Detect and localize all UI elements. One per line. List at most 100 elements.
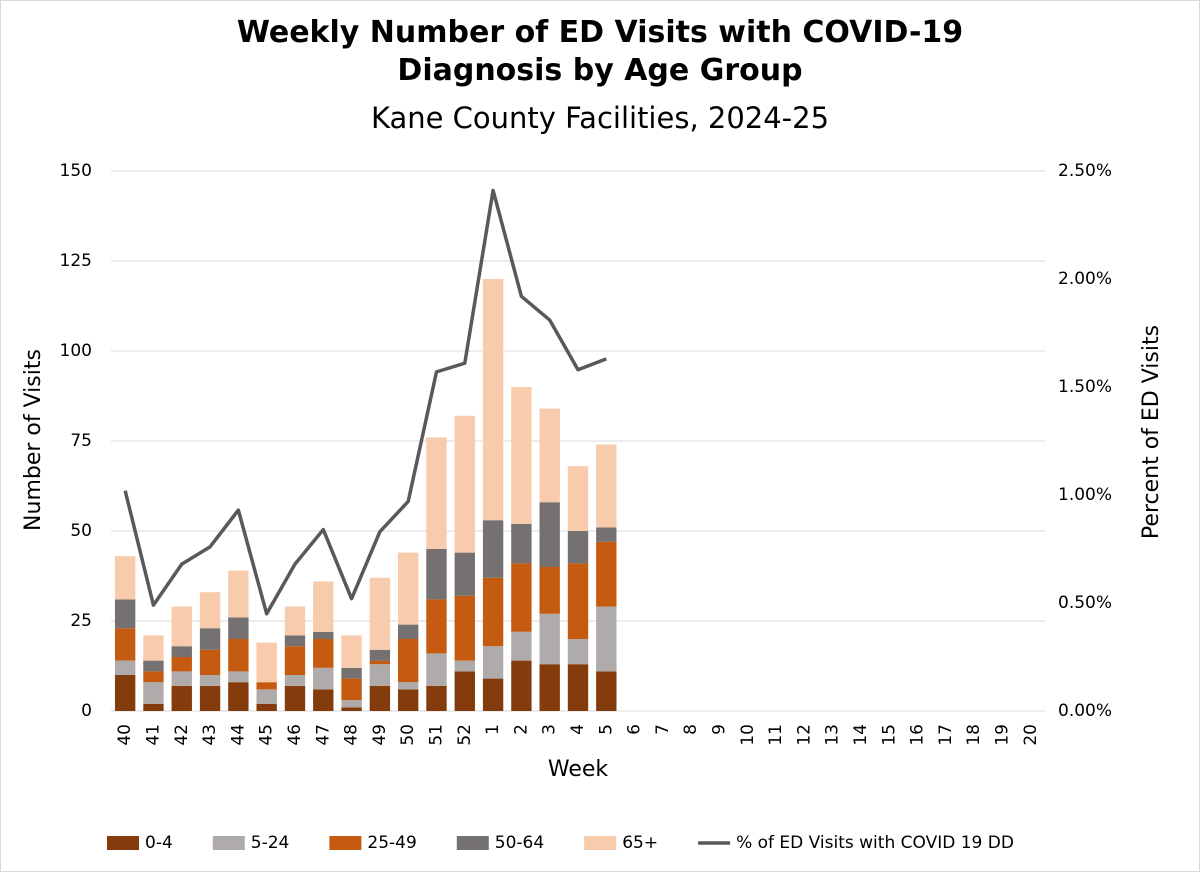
x-tick-label: 44 <box>228 724 248 746</box>
bar <box>482 678 504 711</box>
x-tick-label: 43 <box>200 724 220 746</box>
line-series <box>123 188 607 616</box>
bar <box>143 671 164 683</box>
bar <box>143 703 164 711</box>
bar <box>397 682 419 690</box>
bar <box>199 592 221 629</box>
bar <box>511 563 532 632</box>
bar <box>114 660 136 675</box>
y2-tick-label: 2.00% <box>1058 269 1112 289</box>
x-tick-label: 52 <box>455 724 475 746</box>
bar <box>313 689 334 711</box>
y-axis-title: Number of Visits <box>21 349 46 531</box>
bar <box>341 678 362 701</box>
bar <box>171 685 192 711</box>
y-tick-label: 125 <box>60 251 92 271</box>
x-tick-label: 4 <box>568 724 588 735</box>
y2-tick-label: 0.00% <box>1058 701 1112 721</box>
bar <box>256 703 277 711</box>
bar <box>199 685 221 711</box>
bar <box>256 689 277 704</box>
bar <box>171 646 192 657</box>
bar <box>567 531 589 564</box>
bar <box>511 523 532 564</box>
y-tick-label: 75 <box>70 431 92 451</box>
title-box: Weekly Number of ED Visits with COVID-19… <box>236 15 964 88</box>
bar <box>341 700 362 708</box>
x-tick-label: 51 <box>426 724 446 746</box>
bar <box>171 657 192 672</box>
bar <box>284 646 306 675</box>
bar <box>199 649 221 675</box>
bar <box>567 466 589 531</box>
x-tick-label: 42 <box>172 724 192 746</box>
bar <box>369 664 391 686</box>
legend-swatch <box>456 836 489 850</box>
bar <box>482 577 504 647</box>
x-tick-label: 19 <box>993 724 1013 746</box>
bar <box>454 595 475 661</box>
bar <box>369 685 391 711</box>
y-tick-label: 100 <box>60 341 92 361</box>
bar <box>284 685 306 711</box>
bar <box>369 660 391 665</box>
bar <box>397 552 419 625</box>
bar <box>454 415 475 553</box>
x-tick-label: 10 <box>738 724 758 746</box>
bar <box>426 653 447 686</box>
bar <box>454 660 475 672</box>
x-tick-label: 41 <box>143 724 163 746</box>
bar <box>228 671 249 683</box>
bar <box>228 617 249 639</box>
bar <box>482 520 504 578</box>
bar <box>596 444 617 528</box>
bar <box>114 599 136 629</box>
bar <box>114 628 136 661</box>
legend-swatch <box>329 836 362 850</box>
y-tick-label: 150 <box>60 161 92 181</box>
x-tick-label: 3 <box>540 724 560 735</box>
legend-label: 25-49 <box>367 833 416 853</box>
y2-tick-label: 0.50% <box>1058 593 1112 613</box>
x-tick-label: 5 <box>596 724 616 735</box>
x-tick-label: 7 <box>653 724 673 735</box>
x-tick-label: 9 <box>710 724 730 735</box>
bar <box>426 599 447 654</box>
x-tick-label: 50 <box>398 724 418 746</box>
bar <box>256 642 277 683</box>
x-tick-label: 46 <box>285 724 305 746</box>
y2-axis-title: Percent of ED Visits <box>1139 325 1164 539</box>
legend-label: 50-64 <box>495 833 544 853</box>
bar <box>313 639 334 668</box>
x-tick-label: 47 <box>313 724 333 746</box>
bar <box>596 671 617 711</box>
bar <box>114 675 136 711</box>
bar <box>397 639 419 683</box>
bar <box>228 682 249 711</box>
bar <box>426 437 447 549</box>
bar <box>426 549 447 600</box>
x-tick-label: 20 <box>1021 724 1041 746</box>
legend-label: 5-24 <box>251 833 290 853</box>
x-tick-label: 8 <box>681 724 701 735</box>
x-tick-label: 15 <box>879 724 899 746</box>
bar <box>397 689 419 711</box>
bar <box>539 664 560 711</box>
bar <box>567 563 589 639</box>
x-tick-label: 14 <box>851 724 871 746</box>
x-tick-label: 48 <box>342 724 362 746</box>
y2-tick-label: 1.00% <box>1058 485 1112 505</box>
bar <box>143 682 164 704</box>
bar <box>199 628 221 650</box>
bar <box>454 552 475 596</box>
bar <box>511 660 532 711</box>
bar <box>341 707 362 711</box>
bar <box>511 631 532 661</box>
bar <box>596 606 617 672</box>
y-tick-label: 25 <box>70 611 92 631</box>
bar <box>539 408 560 503</box>
chart-title: Weekly Number of ED Visits with COVID-19… <box>236 15 964 88</box>
bar <box>369 577 391 650</box>
x-tick-label: 13 <box>823 724 843 746</box>
